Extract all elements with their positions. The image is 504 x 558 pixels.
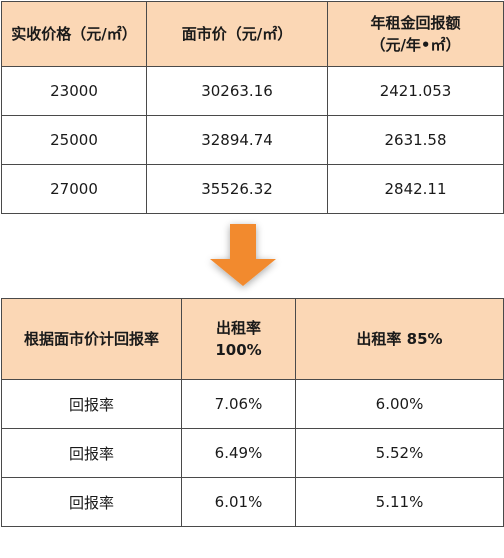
header-occupancy-100-line2: 100% <box>215 341 262 359</box>
table-cell: 35526.32 <box>146 164 328 214</box>
table-cell: 27000 <box>1 164 147 214</box>
return-rate-table: 根据面市价计回报率 出租率 100% 出租率 85% 回报率 7.06% 6.0… <box>1 298 504 527</box>
table-cell: 23000 <box>1 66 147 116</box>
header-annual-rent-line2: （元/年•㎡） <box>370 36 461 54</box>
table-cell: 回报率 <box>1 428 182 478</box>
table-row: 回报率 7.06% 6.00% <box>1 379 504 429</box>
header-occupancy-85: 出租率 85% <box>295 298 504 380</box>
down-arrow-shape <box>210 224 276 286</box>
price-table: 实收价格（元/㎡） 面市价（元/㎡） 年租金回报额 （元/年•㎡） 23000 … <box>1 1 504 214</box>
header-return-basis: 根据面市价计回报率 <box>1 298 182 380</box>
price-table-header-row: 实收价格（元/㎡） 面市价（元/㎡） 年租金回报额 （元/年•㎡） <box>1 1 504 67</box>
header-annual-rent-line1: 年租金回报额 <box>370 14 461 32</box>
table-cell: 6.01% <box>181 477 296 527</box>
table-row: 27000 35526.32 2842.11 <box>1 164 504 214</box>
table-cell: 6.49% <box>181 428 296 478</box>
table-row: 23000 30263.16 2421.053 <box>1 66 504 116</box>
header-occupancy-100: 出租率 100% <box>181 298 296 380</box>
table-cell: 5.11% <box>295 477 504 527</box>
table-cell: 回报率 <box>1 477 182 527</box>
table-cell: 5.52% <box>295 428 504 478</box>
table-cell: 回报率 <box>1 379 182 429</box>
table-cell: 2842.11 <box>327 164 504 214</box>
table-cell: 2631.58 <box>327 115 504 165</box>
table-cell: 32894.74 <box>146 115 328 165</box>
header-occupancy-100-line1: 出租率 <box>215 319 261 337</box>
return-table-header-row: 根据面市价计回报率 出租率 100% 出租率 85% <box>1 298 504 380</box>
table-row: 回报率 6.49% 5.52% <box>1 428 504 478</box>
table-cell: 25000 <box>1 115 147 165</box>
table-row: 25000 32894.74 2631.58 <box>1 115 504 165</box>
header-actual-price: 实收价格（元/㎡） <box>1 1 147 67</box>
table-cell: 30263.16 <box>146 66 328 116</box>
table-row: 回报率 6.01% 5.11% <box>1 477 504 527</box>
table-cell: 6.00% <box>295 379 504 429</box>
table-cell: 7.06% <box>181 379 296 429</box>
